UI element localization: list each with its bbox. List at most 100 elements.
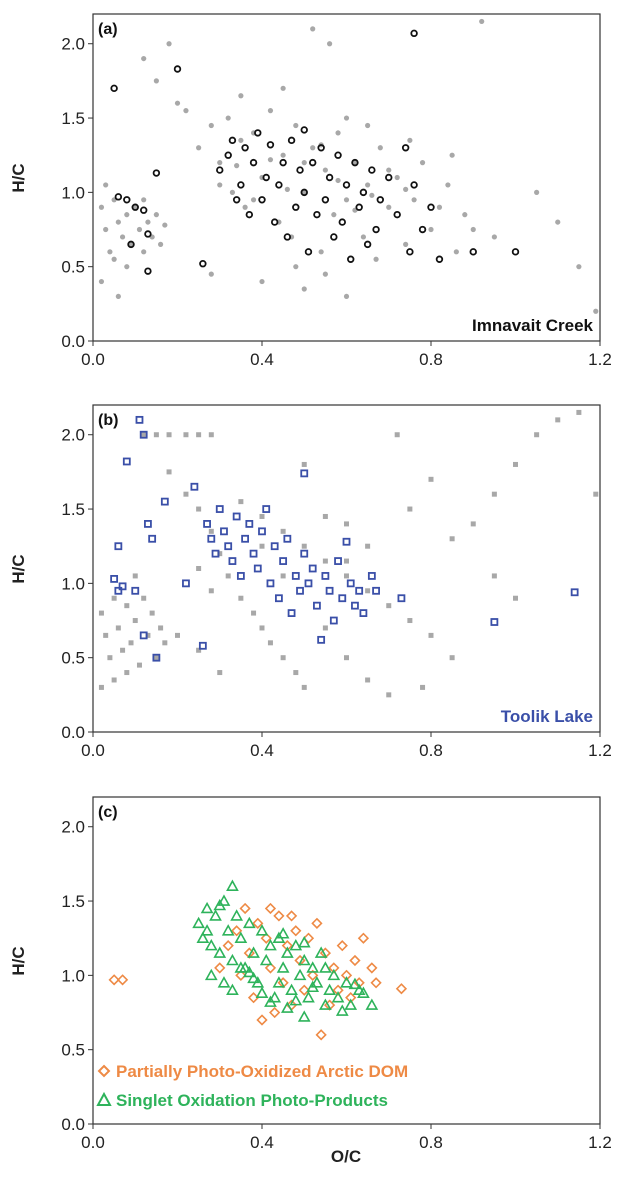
data-point <box>116 974 129 986</box>
data-point <box>251 610 257 616</box>
data-point <box>418 225 427 234</box>
y-tick-label: 0.5 <box>61 258 85 277</box>
panel-a: 0.0 0.5 1.0 1.5 2.0 0.0 0.4 0.8 1.2 (a) Imnavait… <box>9 13 612 369</box>
data-point <box>297 953 311 966</box>
data-point <box>344 573 349 579</box>
data-point <box>280 85 286 91</box>
data-point <box>174 100 181 106</box>
series-square-filled-0 <box>98 409 599 698</box>
data-point <box>317 635 326 644</box>
data-point <box>370 977 382 989</box>
data-point <box>279 557 288 565</box>
data-point <box>268 991 282 1003</box>
data-point <box>491 491 497 497</box>
data-point <box>363 240 372 249</box>
data-point <box>217 160 223 166</box>
data-point <box>373 256 379 262</box>
data-point <box>141 595 147 601</box>
data-point <box>445 182 451 188</box>
data-point <box>338 218 346 226</box>
data-point <box>241 144 249 152</box>
data-point <box>273 910 285 922</box>
data-point <box>107 655 113 661</box>
data-point <box>369 192 375 198</box>
data-point <box>259 543 265 549</box>
data-point <box>267 108 274 114</box>
data-point <box>245 520 254 528</box>
data-point <box>213 946 227 958</box>
data-point <box>329 616 338 625</box>
data-point <box>301 543 307 549</box>
data-point <box>211 549 220 558</box>
data-point <box>419 160 426 166</box>
data-point <box>410 29 418 38</box>
data-point <box>367 572 376 580</box>
data-point <box>242 965 256 978</box>
data-point <box>260 932 272 944</box>
data-point <box>141 55 147 62</box>
series-circle-open-1 <box>110 29 520 275</box>
data-point <box>309 158 317 167</box>
data-point <box>139 206 148 214</box>
data-point <box>570 588 579 597</box>
data-point <box>555 417 561 423</box>
x-tick-label: 0.0 <box>81 741 105 760</box>
data-point <box>359 609 368 617</box>
data-point <box>453 249 459 255</box>
panel-c-ylabel: H/C <box>9 946 28 975</box>
y-tick-label: 0.0 <box>61 1115 85 1134</box>
data-point <box>407 618 413 624</box>
data-point <box>264 962 277 974</box>
data-point <box>175 632 180 638</box>
panel-c-axes: 0.0 0.5 1.0 1.5 2.0 0.0 0.4 0.8 1.2 <box>61 818 611 1152</box>
data-point <box>213 898 227 911</box>
data-point <box>144 520 152 528</box>
data-point <box>136 226 143 233</box>
data-point <box>436 204 443 210</box>
data-point <box>284 186 290 192</box>
data-point <box>365 182 371 188</box>
data-point <box>322 513 328 519</box>
data-point <box>234 163 240 169</box>
panel-a-axes: 0.0 0.5 1.0 1.5 2.0 0.0 0.4 0.8 1.2 <box>61 35 611 369</box>
data-point <box>344 521 349 527</box>
data-point <box>300 469 309 478</box>
data-point <box>249 549 258 558</box>
data-point <box>230 909 244 921</box>
data-point <box>148 534 157 543</box>
data-point <box>258 196 266 204</box>
data-point <box>462 212 468 218</box>
data-point <box>372 586 380 595</box>
data-point <box>280 1001 294 1013</box>
data-point <box>338 594 347 603</box>
data-point <box>124 264 130 270</box>
data-point <box>115 219 121 225</box>
data-point <box>255 924 269 936</box>
data-point <box>226 983 239 996</box>
data-point <box>300 126 308 134</box>
data-point <box>144 230 152 238</box>
data-point <box>319 961 332 973</box>
panel-a-frame <box>92 13 601 342</box>
data-point <box>310 976 324 988</box>
x-tick-label: 0.0 <box>81 350 105 369</box>
panel-b-marks <box>98 409 599 698</box>
data-point <box>160 497 169 506</box>
data-point <box>296 166 304 174</box>
y-tick-label: 2.0 <box>61 35 85 54</box>
data-point <box>351 158 359 167</box>
data-point <box>340 969 353 981</box>
data-point <box>297 1010 311 1022</box>
data-point <box>287 136 296 145</box>
data-point <box>360 234 366 240</box>
data-point <box>124 603 130 609</box>
data-point <box>372 225 380 234</box>
data-point <box>470 226 476 233</box>
data-point <box>321 196 330 204</box>
x-tick-label: 0.8 <box>419 741 443 760</box>
data-point <box>289 993 303 1006</box>
data-point <box>407 506 413 512</box>
data-point <box>166 432 172 438</box>
panel-a-label: (a) <box>98 21 118 38</box>
panel-a-ylabel: H/C <box>9 163 28 192</box>
